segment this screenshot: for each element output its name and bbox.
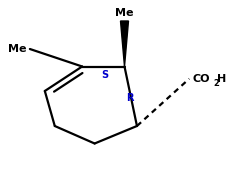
Polygon shape (121, 21, 128, 66)
Text: R: R (126, 93, 133, 103)
Text: Me: Me (115, 8, 134, 18)
Text: 2: 2 (213, 79, 219, 89)
Text: Me: Me (8, 44, 26, 54)
Text: CO: CO (193, 74, 210, 84)
Text: H: H (217, 74, 227, 84)
Text: S: S (101, 70, 108, 80)
